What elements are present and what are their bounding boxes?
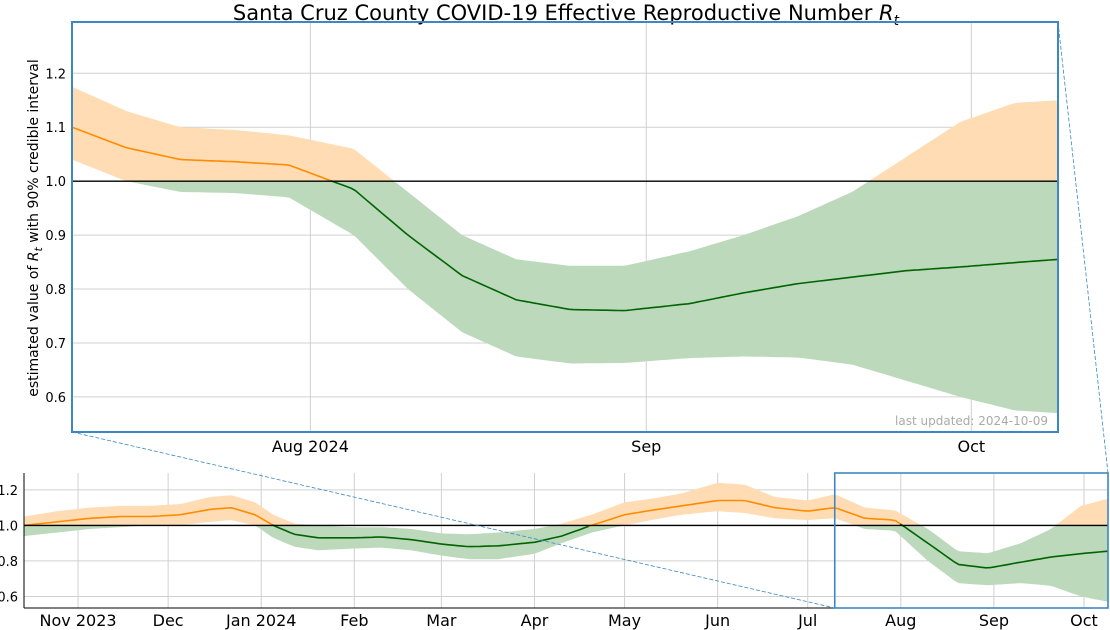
credible-band-below-1 <box>72 181 1058 414</box>
median-line-above-1 <box>72 126 332 182</box>
y-tick-label: 0.8 <box>45 283 66 298</box>
y-axis-label-pre: estimated value of <box>26 261 42 397</box>
median-line-below-1 <box>899 523 1108 569</box>
y-tick-label: 0.6 <box>45 391 66 406</box>
y-axis-label-post: with 90% credible interval <box>26 59 42 247</box>
zoom-axes: Aug 2024 Sep Oct 0.6 0.7 0.8 0.9 1.0 1.1 1.2 <box>45 21 1059 456</box>
x-tick-label: Oct <box>957 437 985 456</box>
credible-band-above-1 <box>72 86 1058 182</box>
zoom-frame <box>71 21 1059 433</box>
y-axis-label: estimated value of Rt with 90% credible … <box>26 59 45 397</box>
y-tick-label: 0.6 <box>0 590 18 605</box>
credible-band-below-1 <box>24 525 1108 602</box>
x-tick-label: Nov 2023 <box>40 611 117 630</box>
overview-band <box>24 482 1108 602</box>
y-tick-label: 1.0 <box>0 519 18 534</box>
y-axis-label-sub: t <box>32 246 45 251</box>
x-tick-label: Dec <box>153 611 184 630</box>
x-tick-label: Aug 2024 <box>272 437 349 456</box>
x-tick-label: Apr <box>521 611 549 630</box>
x-tick-label: Sep <box>979 611 1009 630</box>
chart-title-var: R <box>879 1 894 25</box>
overview-line <box>24 499 1108 569</box>
median-line-above-1 <box>24 506 273 527</box>
y-tick-label: 0.8 <box>0 555 18 570</box>
zoom-connectors <box>71 21 1109 609</box>
chart-title: Santa Cruz County COVID-19 Effective Rep… <box>233 1 900 29</box>
x-tick-label: Mar <box>426 611 457 630</box>
x-tick-label: Feb <box>340 611 368 630</box>
last-updated-note: last updated: 2024-10-09 <box>895 414 1048 428</box>
x-tick-label: Jun <box>704 611 730 630</box>
overview-axes: Nov 2023 Dec Jan 2024 Feb Mar Apr May Jun Jul Aug… <box>0 472 1109 630</box>
x-tick-label: Oct <box>1070 611 1098 630</box>
inset-frame <box>833 472 1109 609</box>
y-tick-label: 1.0 <box>45 175 66 190</box>
y-axis-label-var: R <box>26 251 42 261</box>
zoom-band <box>72 86 1058 414</box>
median-line-below-1 <box>272 524 589 548</box>
credible-band-above-1 <box>24 482 1108 526</box>
zoom-line <box>72 126 1058 312</box>
y-tick-label: 1.1 <box>45 121 66 136</box>
x-tick-label: Sep <box>631 437 661 456</box>
x-tick-label: May <box>608 611 641 630</box>
median-line-below-1 <box>330 179 1058 312</box>
y-tick-label: 1.2 <box>0 484 18 499</box>
x-tick-label: Jul <box>797 611 817 630</box>
y-tick-label: 0.7 <box>45 337 66 352</box>
connector-left <box>71 431 835 609</box>
x-tick-label: Jan 2024 <box>225 611 296 630</box>
y-tick-label: 1.2 <box>45 67 66 82</box>
median-line-above-1 <box>588 499 901 528</box>
x-tick-label: Aug <box>885 611 916 630</box>
y-tick-label: 0.9 <box>45 229 66 244</box>
connector-right <box>1057 21 1109 474</box>
